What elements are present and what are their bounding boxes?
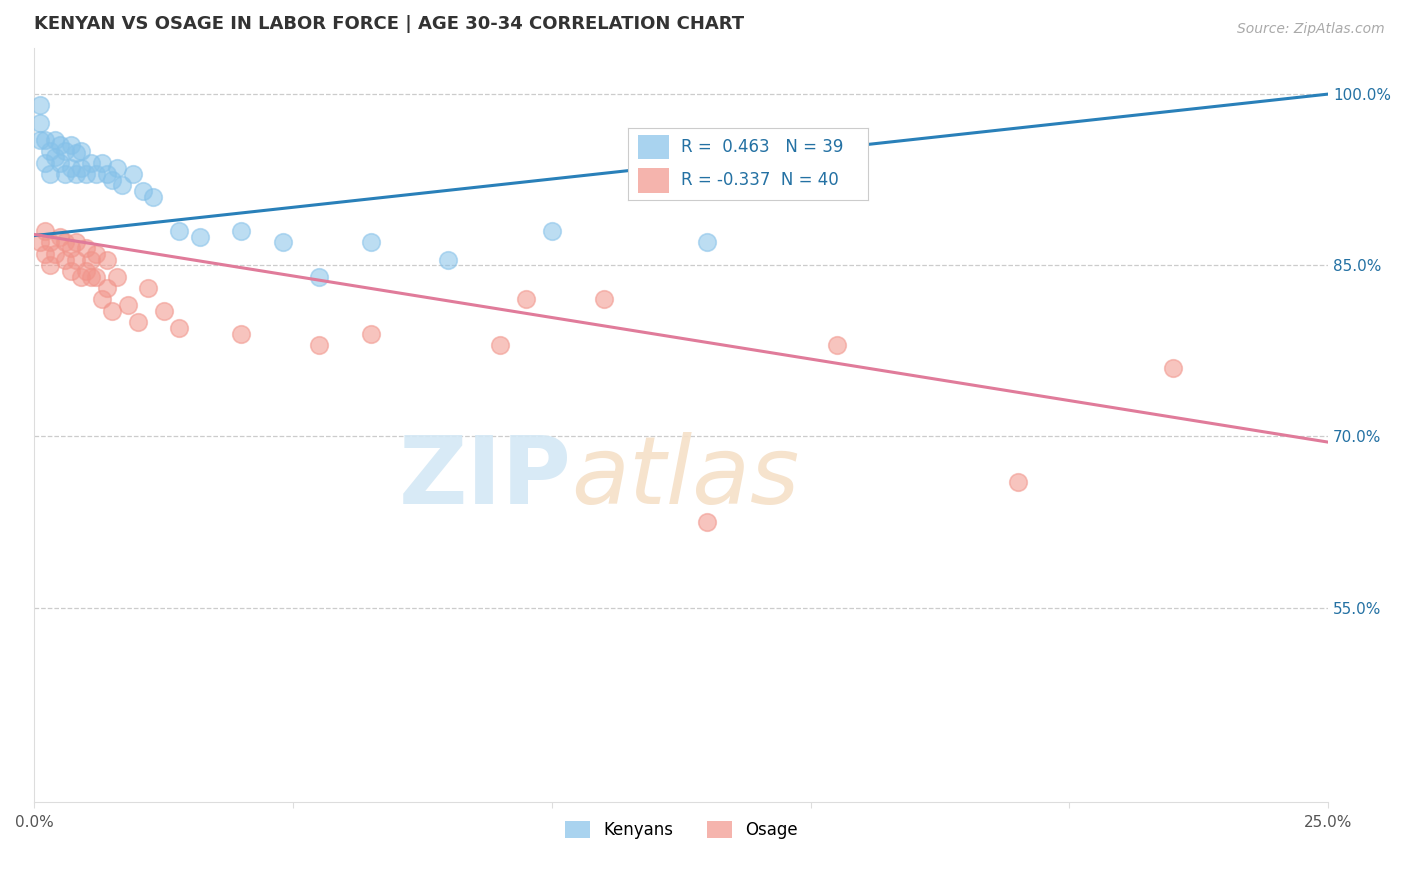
Point	[90, 155, 112, 169]
Point	[38, 144, 60, 158]
Point	[44, 150, 66, 164]
Point	[169, 224, 191, 238]
Point	[489, 338, 512, 352]
Point	[231, 224, 253, 238]
Text: R = -0.337  N = 40: R = -0.337 N = 40	[681, 171, 838, 189]
Point	[75, 241, 97, 255]
Bar	[637, 135, 669, 160]
Point	[70, 269, 93, 284]
Point	[49, 229, 72, 244]
Text: Source: ZipAtlas.com: Source: ZipAtlas.com	[1237, 22, 1385, 37]
Point	[55, 252, 77, 267]
Point	[437, 252, 460, 267]
Point	[86, 269, 108, 284]
Point	[59, 161, 82, 176]
Point	[132, 184, 155, 198]
Point	[55, 235, 77, 250]
Point	[86, 167, 108, 181]
Point	[34, 247, 56, 261]
Point	[136, 281, 159, 295]
Point	[169, 321, 191, 335]
Point	[696, 235, 718, 250]
Point	[34, 155, 56, 169]
Point	[96, 252, 118, 267]
Point	[188, 229, 211, 244]
Point	[105, 269, 128, 284]
Point	[28, 133, 51, 147]
Point	[28, 115, 51, 129]
Point	[65, 167, 87, 181]
Point	[75, 264, 97, 278]
Point	[59, 264, 82, 278]
Point	[117, 298, 139, 312]
Point	[825, 338, 848, 352]
Point	[592, 293, 614, 307]
Text: KENYAN VS OSAGE IN LABOR FORCE | AGE 30-34 CORRELATION CHART: KENYAN VS OSAGE IN LABOR FORCE | AGE 30-…	[34, 15, 745, 33]
Point	[152, 304, 174, 318]
Point	[28, 98, 51, 112]
Text: ZIP: ZIP	[398, 432, 571, 524]
Point	[121, 167, 143, 181]
Point	[111, 178, 134, 193]
Text: atlas: atlas	[571, 433, 800, 524]
Point	[105, 161, 128, 176]
Point	[96, 281, 118, 295]
Point	[28, 235, 51, 250]
Point	[360, 326, 382, 341]
Point	[65, 146, 87, 161]
Point	[101, 304, 124, 318]
Point	[59, 241, 82, 255]
Point	[80, 155, 103, 169]
Bar	[637, 168, 669, 193]
Point	[515, 293, 537, 307]
Point	[231, 326, 253, 341]
Point	[70, 144, 93, 158]
Point	[49, 155, 72, 169]
Point	[65, 252, 87, 267]
Point	[44, 133, 66, 147]
Point	[55, 167, 77, 181]
Point	[541, 224, 564, 238]
Point	[86, 247, 108, 261]
Point	[1007, 475, 1029, 489]
Point	[38, 167, 60, 181]
Point	[142, 190, 165, 204]
Point	[34, 133, 56, 147]
Point	[1161, 361, 1184, 376]
Point	[75, 167, 97, 181]
Point	[271, 235, 294, 250]
Point	[308, 269, 330, 284]
Point	[127, 315, 149, 329]
Text: R =  0.463   N = 39: R = 0.463 N = 39	[681, 138, 844, 156]
Point	[55, 144, 77, 158]
Point	[96, 167, 118, 181]
Point	[44, 247, 66, 261]
Point	[80, 269, 103, 284]
Point	[80, 252, 103, 267]
Point	[70, 161, 93, 176]
Point	[65, 235, 87, 250]
Point	[38, 258, 60, 272]
Point	[308, 338, 330, 352]
Point	[34, 224, 56, 238]
Point	[90, 293, 112, 307]
Point	[696, 515, 718, 529]
Point	[101, 172, 124, 186]
Point	[38, 235, 60, 250]
Point	[360, 235, 382, 250]
Legend: Kenyans, Osage: Kenyans, Osage	[558, 814, 804, 846]
Point	[59, 138, 82, 153]
Point	[49, 138, 72, 153]
